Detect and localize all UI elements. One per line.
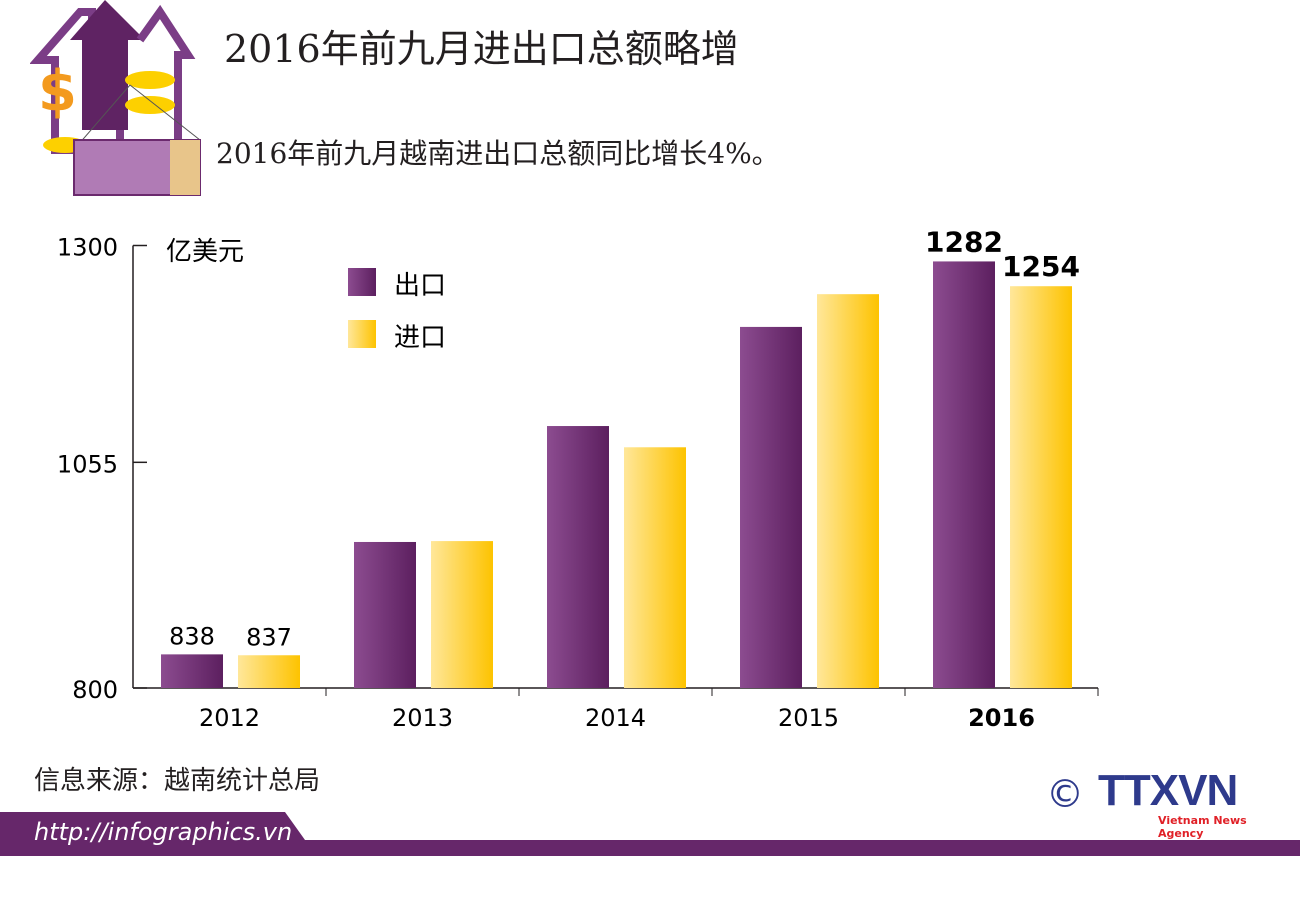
data-label: 1282 [925,225,1003,258]
y-tick-label: 1300 [57,234,118,262]
legend-swatch-import [348,320,376,348]
logo: © TTXVN Vietnam News Agency [1046,766,1276,840]
x-tick-label: 2012 [199,704,260,732]
bar-chart: 亿美元 出口 进口 800 1055 1300 2012 838 837 2013 2014 2… [57,225,1099,732]
legend: 出口 进口 [348,268,446,353]
x-tick-label: 2014 [585,704,646,732]
y-axis-unit: 亿美元 [166,237,244,267]
bar-import-2016 [1010,286,1072,688]
data-label: 838 [169,622,215,650]
svg-text:$: $ [38,59,77,124]
source-note: 信息来源：越南统计总局 [34,766,321,796]
footer-bar [0,812,1300,856]
bar-import-2012 [238,655,300,688]
footer-url[interactable]: http://infographics.vn [34,818,293,846]
bar-export-2016 [933,261,995,688]
bar-import-2013 [431,541,493,688]
bar-export-2012 [161,654,223,688]
x-tick-label: 2015 [778,704,839,732]
bar-export-2014 [547,426,609,688]
header-illustration: $ [30,0,201,196]
bar-import-2014 [624,447,686,688]
legend-label-import: 进口 [394,323,446,353]
bar-import-2015 [817,294,879,688]
y-tick-label: 800 [72,676,118,704]
bar-export-2013 [354,541,416,688]
copyright-icon: © [1046,772,1084,816]
data-label: 837 [246,623,292,651]
page-title: 2016年前九月进出口总额略增 [224,27,739,71]
y-tick-label: 1055 [57,450,118,478]
data-label: 1254 [1002,250,1080,283]
x-tick-label: 2013 [392,704,453,732]
legend-label-export: 出口 [394,271,446,301]
logo-text: TTXVN [1098,766,1238,815]
legend-swatch-export [348,268,376,296]
subtitle: 2016年前九月越南进出口总额同比增长4%。 [216,137,780,170]
x-tick-label: 2016 [968,704,1035,732]
logo-tagline: Vietnam News Agency [1158,814,1247,840]
bar-export-2015 [740,326,802,688]
